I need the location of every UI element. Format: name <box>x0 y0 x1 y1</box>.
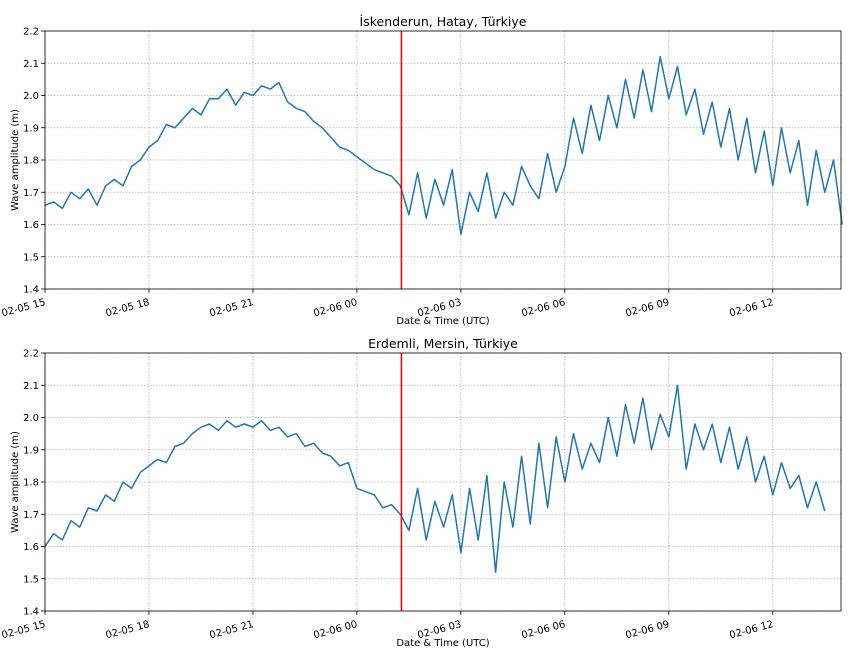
y-tick-label: 1.8 <box>23 478 39 489</box>
x-tick-label: 02-06 09 <box>624 297 670 319</box>
x-tick-label: 02-06 06 <box>520 297 566 319</box>
y-tick-label: 2.2 <box>23 349 39 360</box>
x-tick-label: 02-05 21 <box>208 619 254 641</box>
y-tick-label: 2.0 <box>23 91 39 102</box>
panel-iskenderun: İskenderun, Hatay, Türkiye Date & Time (… <box>1 14 843 327</box>
x-tick-label: 02-06 12 <box>728 619 774 641</box>
y-tick-label: 1.9 <box>23 445 39 456</box>
y-tick-label: 2.2 <box>23 27 39 38</box>
panel-erdemli: Erdemli, Mersin, Türkiye Date & Time (UT… <box>1 336 842 649</box>
x-tick-label: 02-06 09 <box>624 619 670 641</box>
x-tick-label: 02-06 00 <box>312 297 358 319</box>
x-tick-label: 02-06 00 <box>312 619 358 641</box>
y-tick-label: 1.6 <box>23 220 39 231</box>
y-tick-label: 1.4 <box>23 607 39 618</box>
y-axis-label: Wave amplitude (m) <box>10 109 21 211</box>
series-line <box>44 56 843 235</box>
x-tick-label: 02-05 15 <box>1 619 47 641</box>
y-tick-label: 2.0 <box>23 413 39 424</box>
axes-frame <box>44 30 842 290</box>
x-tick-label: 02-06 06 <box>520 619 566 641</box>
y-tick-label: 2.1 <box>23 381 39 392</box>
y-tick-label: 2.1 <box>23 59 39 70</box>
chart-title: İskenderun, Hatay, Türkiye <box>360 14 527 29</box>
chart-title: Erdemli, Mersin, Türkiye <box>368 336 518 351</box>
x-tick-label: 02-06 12 <box>728 297 774 319</box>
series-line <box>44 384 826 574</box>
x-axis-label: Date & Time (UTC) <box>396 316 489 327</box>
y-tick-label: 1.8 <box>23 156 39 167</box>
y-tick-label: 1.7 <box>23 188 39 199</box>
axes-frame <box>44 352 842 612</box>
y-tick-label: 1.6 <box>23 542 39 553</box>
y-tick-label: 1.7 <box>23 510 39 521</box>
y-tick-label: 1.4 <box>23 285 39 296</box>
x-tick-label: 02-05 21 <box>208 297 254 319</box>
y-tick-label: 1.9 <box>23 123 39 134</box>
x-axis-label: Date & Time (UTC) <box>396 638 489 649</box>
x-tick-label: 02-05 18 <box>105 619 151 641</box>
y-axis-label: Wave amplitude (m) <box>10 431 21 533</box>
y-tick-label: 1.5 <box>23 574 39 585</box>
x-tick-label: 02-05 15 <box>1 297 47 319</box>
y-tick-label: 1.5 <box>23 252 39 263</box>
x-tick-label: 02-05 18 <box>105 297 151 319</box>
